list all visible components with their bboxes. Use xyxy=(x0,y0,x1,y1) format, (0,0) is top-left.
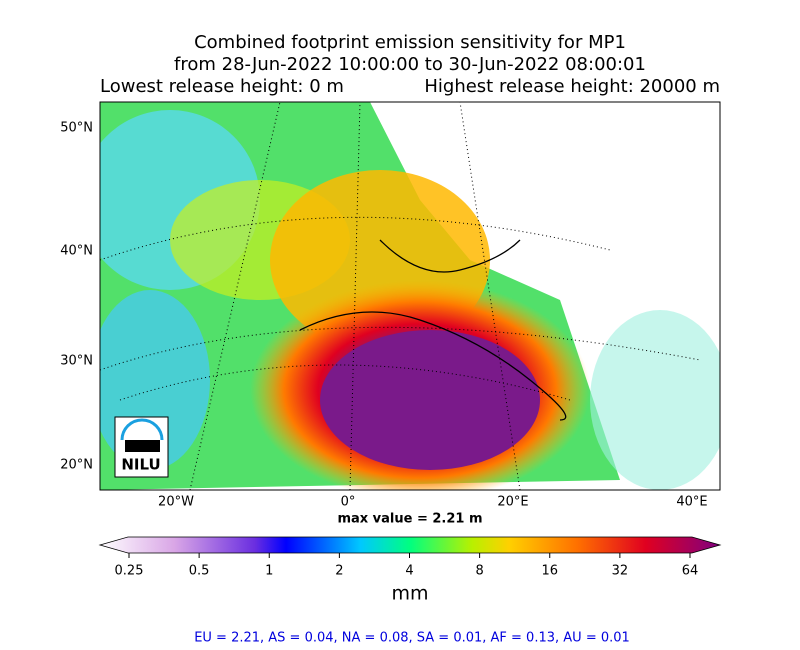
lat-label: 30°N xyxy=(60,354,93,369)
map-frame xyxy=(99,101,721,491)
colorbar-unit: mm xyxy=(391,583,428,605)
colorbar-tick-label: 1 xyxy=(265,564,273,579)
title-line: from 28-Jun-2022 10:00:00 to 30-Jun-2022… xyxy=(174,54,646,75)
highest-height: Highest release height: 20000 m xyxy=(424,76,720,97)
logo: NILU xyxy=(114,416,169,478)
lowest-height: Lowest release height: 0 m xyxy=(100,76,344,97)
footer: EU = 2.21, AS = 0.04, NA = 0.08, SA = 0.… xyxy=(194,631,630,646)
lat-label: 40°N xyxy=(60,244,93,259)
colorbar xyxy=(98,536,722,554)
colorbar-tick-label: 0.25 xyxy=(115,564,144,579)
max-value: max value = 2.21 m xyxy=(337,512,482,527)
colorbar-tick-label: 2 xyxy=(335,564,343,579)
colorbar-tick-label: 64 xyxy=(682,564,699,579)
colorbar-tick-label: 0.5 xyxy=(189,564,210,579)
lat-label: 50°N xyxy=(60,121,93,136)
logo-text: NILU xyxy=(121,456,160,474)
lon-label: 20°W xyxy=(158,495,194,510)
lon-label: 40°E xyxy=(676,495,707,510)
colorbar-tick-label: 32 xyxy=(612,564,629,579)
map-field xyxy=(100,102,720,490)
lat-label: 20°N xyxy=(60,458,93,473)
colorbar-tick-label: 8 xyxy=(475,564,483,579)
colorbar-tick-label: 16 xyxy=(541,564,558,579)
lon-label: 20°E xyxy=(497,495,528,510)
colorbar-tick-label: 4 xyxy=(405,564,413,579)
colorbar-ticks: 0.25 0.5 1 2 4 8 16 32 64 xyxy=(115,553,699,579)
title-line: Combined footprint emission sensitivity … xyxy=(194,32,626,53)
lon-label: 0° xyxy=(341,495,356,510)
